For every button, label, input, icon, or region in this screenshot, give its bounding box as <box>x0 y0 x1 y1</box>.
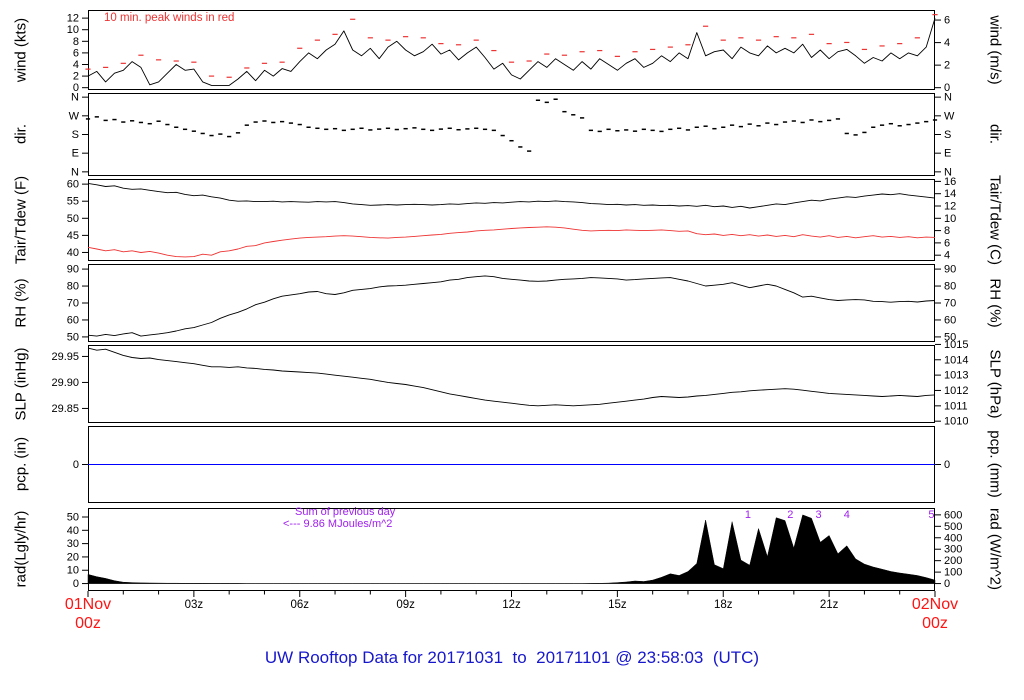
svg-text:90: 90 <box>944 264 956 276</box>
svg-text:29.95: 29.95 <box>51 351 79 363</box>
rad-sum-note-line1: Sum of previous day <box>295 506 396 518</box>
svg-text:70: 70 <box>67 298 79 310</box>
svg-text:55: 55 <box>67 196 79 208</box>
svg-text:600: 600 <box>944 509 962 521</box>
svg-text:100: 100 <box>944 567 962 579</box>
svg-text:2: 2 <box>787 509 793 521</box>
svg-text:N: N <box>944 92 952 104</box>
svg-text:12: 12 <box>67 13 79 25</box>
svg-text:09z: 09z <box>396 599 415 611</box>
svg-text:12: 12 <box>944 200 956 212</box>
svg-text:0: 0 <box>944 578 950 590</box>
svg-text:N: N <box>71 166 79 178</box>
svg-text:30: 30 <box>67 538 79 550</box>
svg-text:2: 2 <box>944 60 950 72</box>
svg-text:6: 6 <box>944 15 950 27</box>
end-date-line1: 02Nov <box>911 596 959 613</box>
svg-text:1: 1 <box>745 509 751 521</box>
svg-text:2: 2 <box>73 71 79 83</box>
peak-winds-note: 10 min. peak winds in red <box>104 12 235 24</box>
svg-text:14: 14 <box>944 188 956 200</box>
svg-text:6: 6 <box>73 47 79 59</box>
svg-text:1010: 1010 <box>944 416 968 428</box>
svg-text:50: 50 <box>67 331 79 343</box>
svg-text:4: 4 <box>944 250 950 262</box>
svg-text:60: 60 <box>67 314 79 326</box>
svg-text:40: 40 <box>67 525 79 537</box>
svg-text:400: 400 <box>944 532 962 544</box>
svg-text:10: 10 <box>944 213 956 225</box>
svg-text:40: 40 <box>67 247 79 259</box>
svg-text:60: 60 <box>67 179 79 191</box>
svg-text:6: 6 <box>944 237 950 249</box>
svg-text:80: 80 <box>67 281 79 293</box>
svg-text:29.85: 29.85 <box>51 403 79 415</box>
svg-text:8: 8 <box>944 225 950 237</box>
svg-text:500: 500 <box>944 521 962 533</box>
svg-text:S: S <box>944 129 951 141</box>
svg-text:60: 60 <box>944 314 956 326</box>
svg-text:8: 8 <box>73 36 79 48</box>
svg-text:W: W <box>69 110 80 122</box>
end-date-label: 02Nov 00z <box>890 595 980 633</box>
svg-text:12z: 12z <box>502 599 521 611</box>
svg-text:1014: 1014 <box>944 354 968 366</box>
start-date-line2: 00z <box>75 615 101 632</box>
svg-text:20: 20 <box>67 551 79 563</box>
svg-text:1011: 1011 <box>944 400 968 412</box>
svg-text:0: 0 <box>73 459 79 471</box>
svg-text:80: 80 <box>944 281 956 293</box>
svg-text:10: 10 <box>67 565 79 577</box>
svg-text:50: 50 <box>67 213 79 225</box>
svg-text:200: 200 <box>944 555 962 567</box>
svg-text:29.90: 29.90 <box>51 377 79 389</box>
svg-text:50: 50 <box>67 511 79 523</box>
svg-text:1012: 1012 <box>944 385 968 397</box>
slp-plot: 29.85 29.90 29.95 1010 1011 1012 1013 1014 1015 <box>51 339 968 428</box>
svg-text:70: 70 <box>944 298 956 310</box>
svg-text:50: 50 <box>944 331 956 343</box>
svg-text:45: 45 <box>67 230 79 242</box>
time-axis: 03z 06z 09z 12z 15z 18z 21z <box>87 591 936 611</box>
start-date-label: 01Nov 00z <box>43 595 133 633</box>
svg-text:W: W <box>944 110 955 122</box>
svg-text:3: 3 <box>815 509 821 521</box>
svg-text:4: 4 <box>844 509 850 521</box>
svg-text:N: N <box>71 92 79 104</box>
svg-text:E: E <box>944 148 951 160</box>
rh-plot: 50 60 70 80 90 50 60 70 80 90 <box>67 264 957 344</box>
svg-text:5: 5 <box>928 509 934 521</box>
svg-text:06z: 06z <box>290 599 309 611</box>
svg-text:300: 300 <box>944 544 962 556</box>
svg-text:N: N <box>944 166 952 178</box>
svg-text:1015: 1015 <box>944 339 968 351</box>
svg-text:0: 0 <box>73 82 79 94</box>
svg-text:16: 16 <box>944 176 956 188</box>
svg-text:4: 4 <box>73 59 79 71</box>
svg-text:0: 0 <box>944 82 950 94</box>
svg-text:S: S <box>72 129 79 141</box>
svg-text:0: 0 <box>944 459 950 471</box>
svg-text:E: E <box>72 148 79 160</box>
svg-text:1013: 1013 <box>944 370 968 382</box>
svg-text:4: 4 <box>944 37 950 49</box>
svg-text:21z: 21z <box>820 599 839 611</box>
start-date-line1: 01Nov <box>64 596 112 613</box>
svg-text:10: 10 <box>67 24 79 36</box>
svg-text:03z: 03z <box>185 599 204 611</box>
svg-text:90: 90 <box>67 264 79 276</box>
svg-text:0: 0 <box>73 578 79 590</box>
end-date-line2: 00z <box>922 615 948 632</box>
svg-text:18z: 18z <box>714 599 733 611</box>
svg-text:15z: 15z <box>608 599 627 611</box>
figure-title: UW Rooftop Data for 20171031 to 20171101… <box>264 648 760 667</box>
rad-sum-note-line2: <--- 9.86 MJoules/m^2 <box>283 518 393 530</box>
